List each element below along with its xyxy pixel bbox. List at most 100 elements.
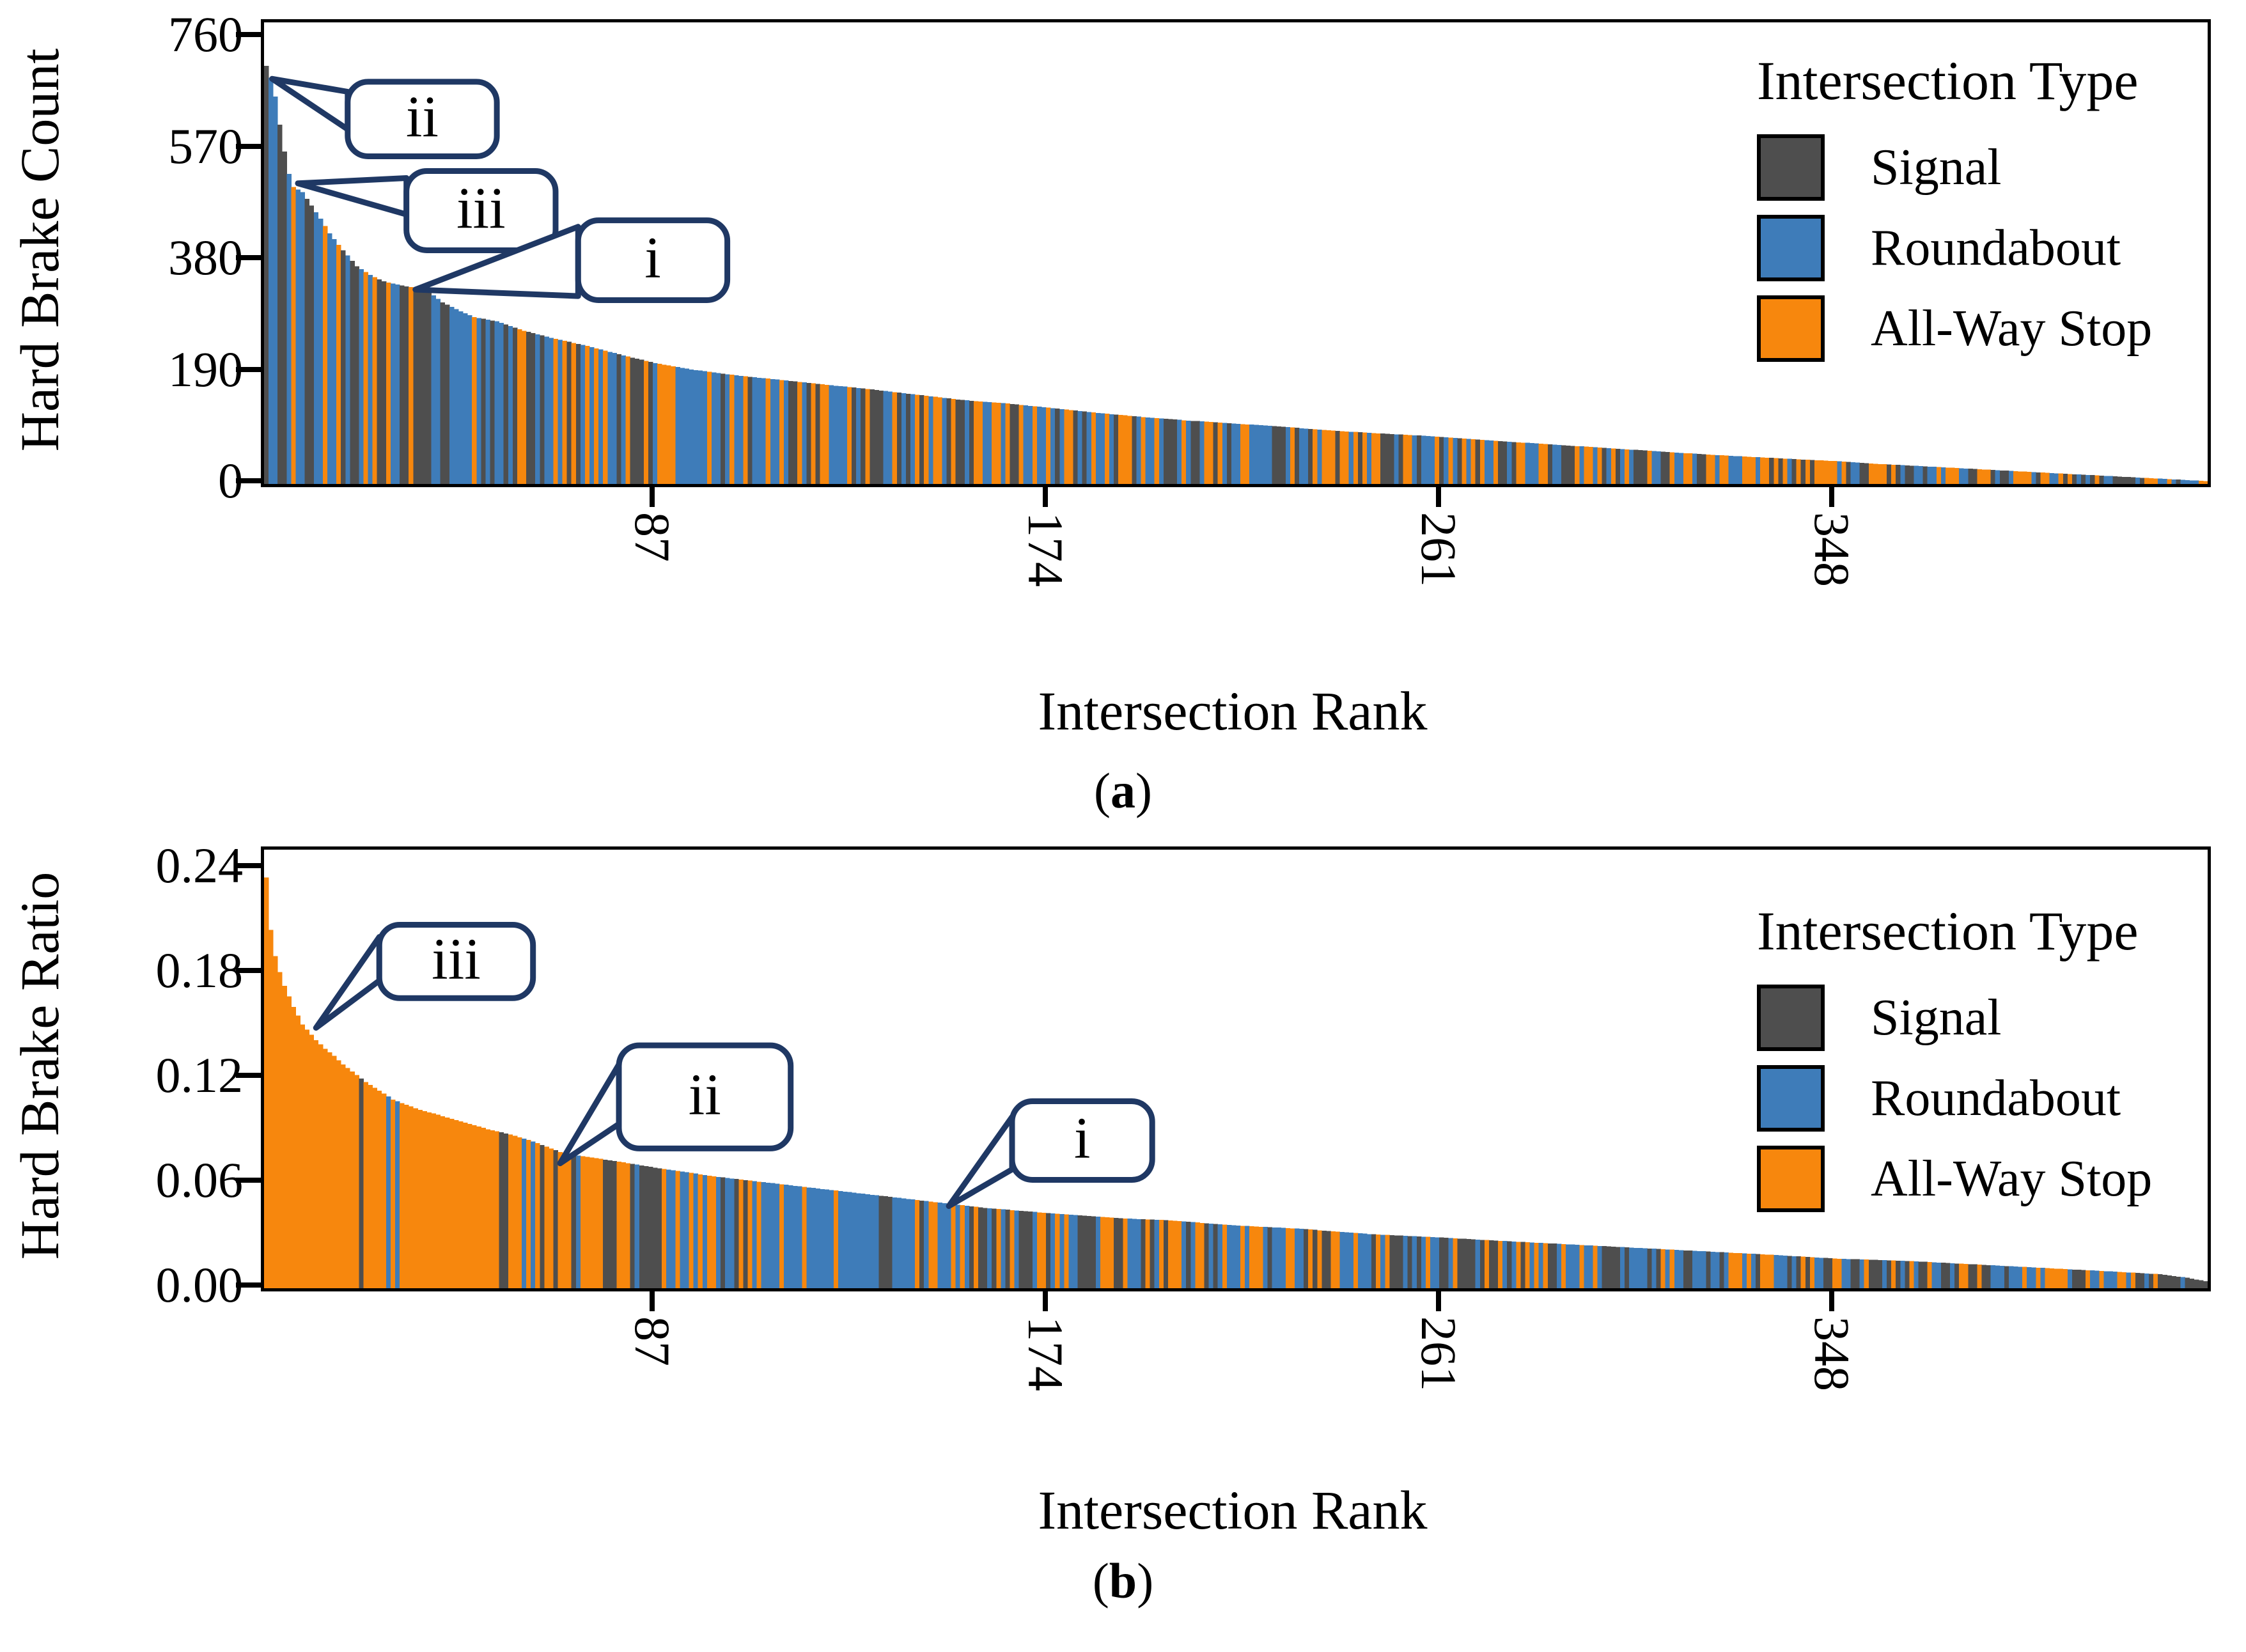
bar — [2036, 1267, 2041, 1288]
bar — [1625, 1247, 1630, 1288]
bar — [490, 1130, 495, 1288]
bar — [1353, 432, 1359, 484]
bar — [1041, 407, 1047, 484]
bar — [485, 1129, 490, 1288]
bar — [1529, 1242, 1534, 1288]
bar — [1240, 424, 1245, 484]
callout-tail-i — [946, 1114, 1015, 1209]
bar — [1344, 1232, 1350, 1288]
bar — [1638, 1248, 1643, 1288]
bar — [1448, 437, 1453, 484]
bar — [1425, 1236, 1431, 1288]
bar — [896, 393, 902, 484]
bar — [1204, 1223, 1209, 1288]
bar — [616, 1162, 621, 1288]
bar — [1638, 450, 1643, 484]
bar — [1444, 1238, 1449, 1288]
bar — [1136, 416, 1141, 484]
callout-tail-ii — [557, 1061, 622, 1167]
callout-label-ii: ii — [406, 84, 439, 149]
bar — [1850, 462, 1855, 484]
bar — [1027, 405, 1033, 484]
bar — [1846, 1259, 1851, 1288]
x-tick-mark — [649, 1288, 655, 1311]
bar — [1407, 1236, 1413, 1288]
bar — [2126, 1272, 2132, 1288]
bar — [675, 367, 680, 484]
bar — [2194, 1279, 2199, 1288]
bar — [648, 362, 653, 484]
x-tick-label: 87 — [624, 512, 680, 562]
bar — [793, 1185, 798, 1288]
bar — [332, 1056, 337, 1288]
bar — [892, 392, 898, 484]
bar — [1313, 429, 1318, 484]
bar — [1018, 405, 1024, 484]
bar — [964, 400, 970, 484]
bar — [1683, 453, 1688, 484]
bar — [1864, 463, 1869, 484]
bar — [2022, 471, 2027, 484]
bar — [1634, 449, 1639, 484]
bar — [1692, 453, 1697, 484]
bar — [1046, 407, 1051, 484]
bar — [1918, 466, 1923, 484]
bar — [1814, 460, 1820, 484]
bar — [829, 385, 834, 484]
bar — [969, 400, 974, 484]
bar — [1385, 1235, 1390, 1288]
bar — [1602, 1246, 1607, 1288]
bar — [1222, 423, 1228, 484]
bar — [1782, 458, 1788, 484]
bar — [558, 1151, 563, 1288]
bar — [558, 339, 563, 484]
bar — [883, 1196, 889, 1288]
bar — [639, 359, 644, 484]
bar — [1706, 1251, 1711, 1288]
bar — [1371, 1234, 1376, 1288]
bar — [2008, 1266, 2014, 1288]
bar — [2027, 472, 2032, 484]
y-tick-mark — [236, 143, 261, 149]
bar — [1823, 460, 1829, 484]
bar — [987, 1208, 992, 1288]
bar — [1326, 430, 1331, 484]
bar — [594, 348, 599, 484]
bar — [987, 401, 992, 484]
bar — [770, 378, 776, 484]
caption-letter: b — [1109, 1553, 1137, 1609]
bar — [1308, 1229, 1313, 1288]
bar — [1086, 1216, 1092, 1288]
bar — [417, 1110, 423, 1288]
caption-paren: ) — [1135, 763, 1152, 818]
bar — [286, 996, 292, 1288]
bar — [1896, 465, 1901, 484]
bar — [779, 380, 784, 484]
bar — [1746, 456, 1752, 484]
bar — [2054, 473, 2059, 484]
bar — [946, 398, 951, 484]
legend-label: Signal — [1871, 139, 2002, 196]
bar — [702, 371, 708, 484]
legend-label: Roundabout — [1871, 219, 2121, 276]
bar — [788, 380, 793, 484]
bar — [322, 1048, 328, 1288]
bar — [1353, 1233, 1359, 1288]
bar — [2094, 475, 2100, 484]
y-tick-label: 0.12 — [155, 1047, 244, 1103]
bar — [1290, 1228, 1295, 1288]
bar — [1294, 428, 1300, 484]
bar — [1642, 450, 1648, 484]
bar — [1832, 461, 1837, 484]
bar — [765, 378, 771, 484]
callout-tail-iii — [313, 934, 382, 1031]
bar — [630, 357, 636, 484]
bar — [2086, 474, 2091, 484]
callout-label-ii: ii — [689, 1062, 721, 1127]
bar — [341, 250, 346, 484]
bar — [1882, 1260, 1887, 1288]
bar — [1656, 451, 1661, 484]
bar — [833, 386, 839, 484]
bar — [752, 1181, 757, 1288]
bar — [458, 311, 464, 484]
